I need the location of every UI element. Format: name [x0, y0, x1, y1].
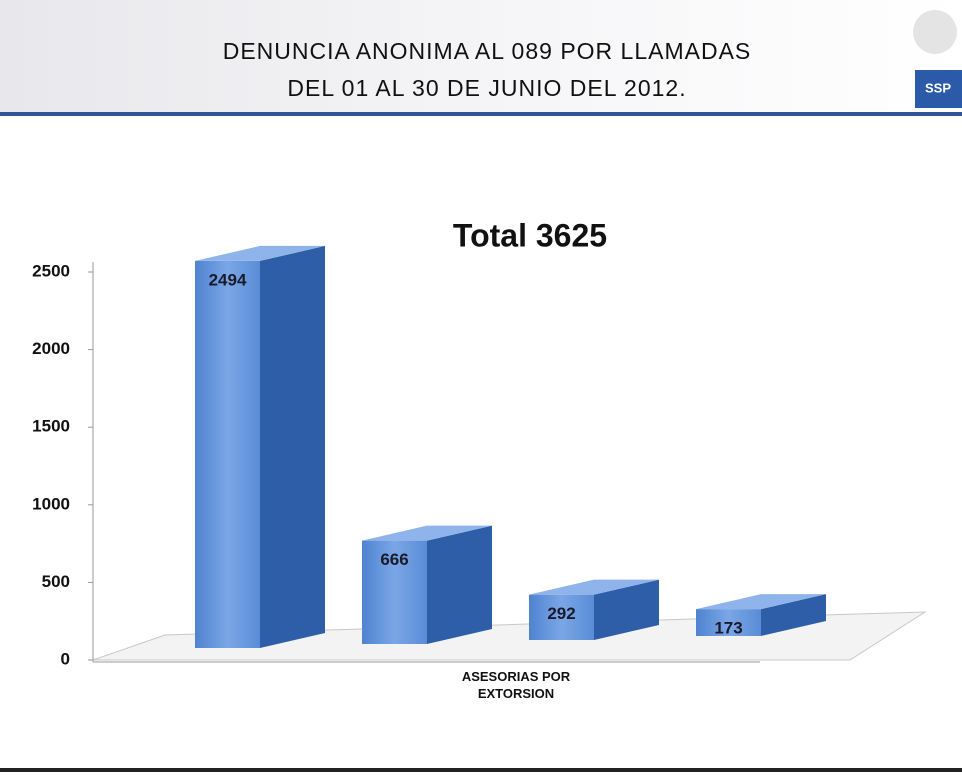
y-tick-label: 2500: [32, 261, 70, 280]
logo: [913, 10, 957, 54]
y-tick-label: 1500: [32, 417, 70, 436]
header-title: DEL 01 AL 30 DE JUNIO DEL 2012.: [287, 75, 686, 101]
bar-side: [761, 594, 826, 636]
footer-line: [0, 768, 962, 772]
bar: [529, 594, 594, 640]
bar: [362, 540, 427, 644]
data-label: 173: [714, 619, 742, 638]
data-label: 666: [380, 550, 408, 569]
x-tick-label: ASESORIAS POR EXTORSION: [462, 669, 571, 701]
bar-top: [195, 245, 325, 261]
chart-title: Total 3625: [453, 217, 607, 253]
badge-box: [915, 70, 962, 108]
y-tick-label: 0: [61, 649, 70, 668]
bar-side: [427, 525, 492, 644]
bar-top: [696, 594, 826, 610]
bar: [195, 260, 260, 648]
header-line: [0, 112, 962, 116]
bar-side: [260, 245, 325, 648]
bar-top: [362, 525, 492, 541]
header-title: DENUNCIA ANONIMA AL 089 POR LLAMADAS: [223, 38, 752, 64]
bar: [696, 609, 761, 636]
y-tick-label: 2000: [32, 339, 70, 358]
header-band: [0, 0, 962, 112]
y-tick-label: 500: [42, 572, 70, 591]
bar-top: [529, 579, 659, 595]
data-label: 2494: [209, 270, 247, 289]
y-tick-label: 1000: [32, 494, 70, 513]
badge: SSP: [925, 80, 951, 95]
data-label: 292: [547, 604, 575, 623]
bar-side: [594, 579, 659, 640]
